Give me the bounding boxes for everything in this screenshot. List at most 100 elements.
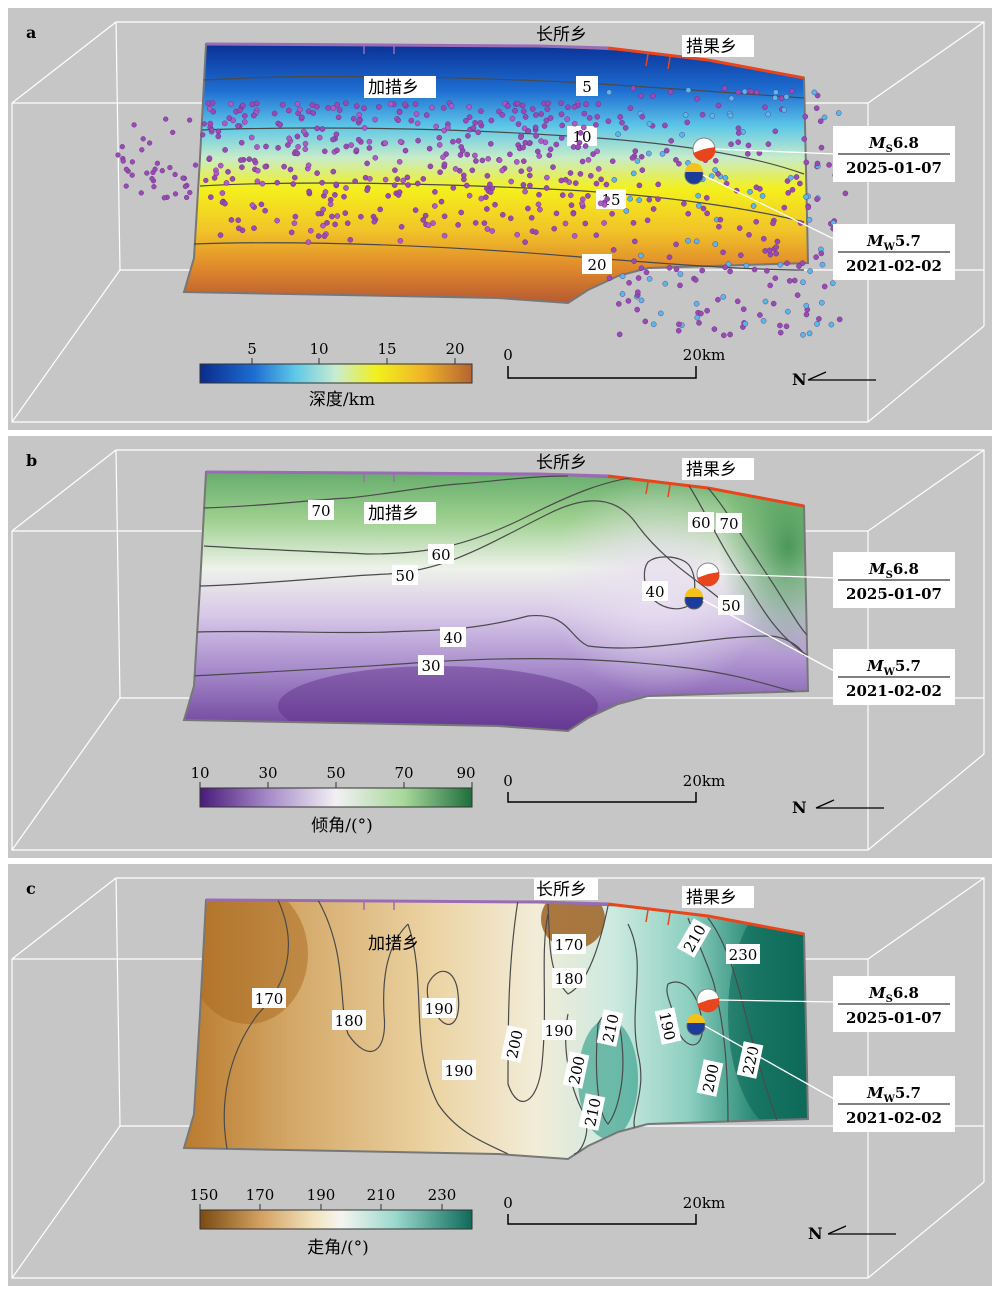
seismicity-dot [667,89,674,95]
seismicity-dot [692,277,699,283]
fault-trace-east [607,46,805,80]
svg-text:2021-02-02: 2021-02-02 [846,257,942,275]
seismicity-dot [551,225,558,232]
seismicity-dot [206,155,213,162]
seismicity-dot [777,322,783,329]
seismicity-dot [760,317,767,324]
seismicity-dot [646,275,653,282]
seismicity-dot [715,102,722,109]
seismicity-dot [738,252,744,258]
seismicity-dot [271,110,278,117]
seismicity-dot [727,112,734,119]
seismicity-dot [803,193,809,200]
seismicity-dot [448,103,455,109]
seismicity-dot [119,144,125,150]
seismicity-dot [649,93,656,99]
seismicity-dot [170,129,176,136]
seismicity-dot [772,128,779,135]
seismicity-dot [759,193,766,199]
seismicity-dot [630,85,637,92]
seismicity-dot [565,104,571,110]
svg-text:MW5.7: MW5.7 [866,232,921,253]
seismicity-dot [547,115,554,121]
contour-label: 50 [721,597,740,615]
seismicity-dot [294,133,301,140]
seismicity-dot [460,172,467,179]
seismicity-dot [487,181,493,188]
seismicity-dot [483,194,489,200]
seismicity-dot [427,163,434,170]
seismicity-dot [595,166,602,172]
seismicity-dot [550,164,556,170]
seismicity-dot [217,162,224,169]
colorbar-title: 倾角/(°) [311,816,373,836]
contour-label: 5 [582,78,592,96]
scale-bar: 0 20km [503,1194,725,1225]
seismicity-dot [259,180,266,187]
seismicity-dot [398,223,405,230]
seismicity-dot [677,271,684,277]
seismicity-dot [532,124,539,131]
colorbar-tick: 170 [246,1186,275,1204]
seismicity-dot [806,330,813,337]
seismicity-dot [473,158,479,164]
seismicity-dot [356,112,363,118]
seismicity-dot [436,134,443,141]
seismicity-dot [662,122,668,129]
seismicity-dot [538,111,544,117]
seismicity-dot [577,171,584,177]
seismicity-dot [377,206,384,213]
seismicity-dot [735,139,742,145]
seismicity-dot [585,193,591,199]
seismicity-dot [597,200,604,207]
seismicity-dot [279,102,286,108]
seismicity-dot [475,129,482,136]
seismicity-dot [753,89,760,96]
seismicity-dot [783,323,790,330]
scale-bar: 0 20km [503,772,725,803]
seismicity-dot [322,189,329,195]
seismicity-dot [310,110,317,116]
seismicity-dot [319,126,326,132]
seismicity-dot [712,167,718,173]
seismicity-dot [239,164,245,170]
seismicity-dot [327,196,334,203]
seismicity-dot [334,147,340,154]
seismicity-dot [635,275,642,281]
seismicity-dot [774,238,781,245]
seismicity-dot [835,110,842,116]
contour-label: 230 [729,946,758,964]
seismicity-dot [239,102,246,109]
seismicity-dot [794,292,801,298]
north-arrow: N [792,798,884,817]
seismicity-dot [777,261,784,268]
svg-text:N: N [792,798,807,817]
seismicity-dot [619,273,626,280]
seismicity-dot [553,210,560,217]
seismicity-dot [291,174,298,181]
seismicity-dot [515,121,522,127]
fault-trace-east [607,902,805,936]
seismicity-dot [355,136,362,143]
seismicity-dot [262,163,269,170]
seismicity-dot [630,220,637,226]
seismicity-dot [321,233,328,239]
svg-text:2025-01-07: 2025-01-07 [846,585,942,603]
seismicity-dot [639,113,646,120]
seismicity-dot [466,192,473,199]
seismicity-dot [676,160,682,167]
town-label-changsuo: 长所乡 [536,25,587,45]
seismicity-dot [571,104,578,110]
seismicity-dot [787,174,794,181]
seismicity-dot [425,222,432,229]
seismicity-dot [536,153,543,159]
seismicity-dot [525,205,531,212]
north-arrow: N [808,1224,896,1243]
colorbar: 5 10 15 20 深度/km [199,340,473,410]
seismicity-dot [725,261,732,267]
seismicity-dot [819,299,825,306]
beachball-mw57 [684,588,704,610]
seismicity-dot [387,101,394,107]
seismicity-dot [658,310,664,317]
seismicity-dot [673,266,680,273]
